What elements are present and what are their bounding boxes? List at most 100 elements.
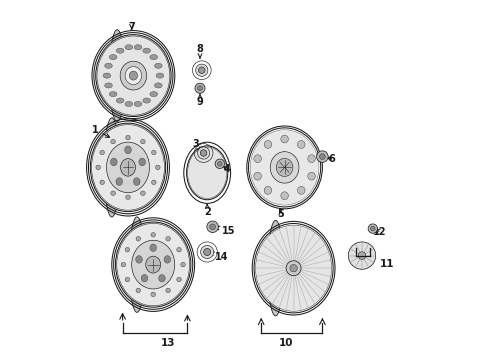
Ellipse shape <box>96 35 171 117</box>
Ellipse shape <box>197 147 210 159</box>
Ellipse shape <box>281 192 289 200</box>
Ellipse shape <box>103 73 111 78</box>
Text: 13: 13 <box>160 338 175 348</box>
Ellipse shape <box>319 154 325 159</box>
Ellipse shape <box>90 123 166 212</box>
Ellipse shape <box>100 180 104 185</box>
Ellipse shape <box>166 288 171 293</box>
Ellipse shape <box>126 135 130 140</box>
Ellipse shape <box>264 140 272 148</box>
Ellipse shape <box>116 178 122 185</box>
Ellipse shape <box>100 150 104 155</box>
Ellipse shape <box>104 118 120 217</box>
Ellipse shape <box>146 256 161 273</box>
Ellipse shape <box>121 159 135 176</box>
Ellipse shape <box>198 67 205 73</box>
Ellipse shape <box>154 63 162 68</box>
Ellipse shape <box>255 225 332 311</box>
Ellipse shape <box>150 244 156 252</box>
Ellipse shape <box>358 252 366 260</box>
Ellipse shape <box>196 64 208 76</box>
Ellipse shape <box>297 140 305 148</box>
Ellipse shape <box>109 91 117 97</box>
Ellipse shape <box>268 220 284 316</box>
Ellipse shape <box>151 150 156 155</box>
Ellipse shape <box>117 224 190 306</box>
Text: 9: 9 <box>196 94 203 107</box>
Ellipse shape <box>125 45 133 50</box>
Ellipse shape <box>116 222 191 307</box>
Ellipse shape <box>254 172 262 180</box>
Ellipse shape <box>156 73 164 78</box>
Ellipse shape <box>124 146 131 154</box>
Ellipse shape <box>129 71 138 80</box>
Text: 11: 11 <box>380 258 394 269</box>
Ellipse shape <box>143 48 150 53</box>
Ellipse shape <box>96 165 100 170</box>
Text: 12: 12 <box>373 227 387 237</box>
Ellipse shape <box>109 54 117 60</box>
Ellipse shape <box>281 135 289 143</box>
Text: 6: 6 <box>328 154 335 164</box>
Ellipse shape <box>215 159 224 168</box>
Ellipse shape <box>200 246 214 258</box>
Ellipse shape <box>297 186 305 194</box>
Text: 8: 8 <box>196 44 203 58</box>
Ellipse shape <box>111 158 117 166</box>
Ellipse shape <box>276 158 293 176</box>
Ellipse shape <box>164 256 171 263</box>
Ellipse shape <box>132 240 175 289</box>
Ellipse shape <box>134 102 142 107</box>
Ellipse shape <box>116 48 124 53</box>
Ellipse shape <box>204 248 211 256</box>
Ellipse shape <box>200 150 207 156</box>
Text: 5: 5 <box>278 209 284 219</box>
Ellipse shape <box>126 195 130 199</box>
Ellipse shape <box>111 139 115 144</box>
Ellipse shape <box>139 158 146 166</box>
Text: 4: 4 <box>223 164 230 174</box>
Ellipse shape <box>150 54 158 60</box>
Ellipse shape <box>111 191 115 195</box>
Ellipse shape <box>143 98 150 103</box>
Ellipse shape <box>125 247 130 252</box>
Ellipse shape <box>105 83 112 88</box>
Ellipse shape <box>120 61 147 90</box>
Ellipse shape <box>151 292 155 297</box>
Text: 10: 10 <box>279 338 294 348</box>
Ellipse shape <box>177 277 181 282</box>
Ellipse shape <box>348 242 376 269</box>
Ellipse shape <box>151 233 155 237</box>
Ellipse shape <box>177 247 181 252</box>
Ellipse shape <box>370 226 375 231</box>
Ellipse shape <box>218 161 222 166</box>
Ellipse shape <box>207 221 219 233</box>
Text: 3: 3 <box>192 139 201 152</box>
Ellipse shape <box>109 30 125 121</box>
Ellipse shape <box>308 172 316 180</box>
Ellipse shape <box>141 191 145 195</box>
Ellipse shape <box>106 142 149 193</box>
Ellipse shape <box>105 63 112 68</box>
Text: 14: 14 <box>210 252 228 262</box>
Ellipse shape <box>125 102 133 107</box>
Ellipse shape <box>121 262 125 267</box>
Ellipse shape <box>125 277 130 282</box>
Ellipse shape <box>150 91 158 97</box>
Text: 7: 7 <box>128 22 135 32</box>
Ellipse shape <box>270 152 299 183</box>
Ellipse shape <box>317 151 328 162</box>
Text: 2: 2 <box>204 204 211 217</box>
Ellipse shape <box>264 186 272 194</box>
Ellipse shape <box>195 83 205 93</box>
Ellipse shape <box>116 98 124 103</box>
Ellipse shape <box>181 262 185 267</box>
Ellipse shape <box>141 274 148 282</box>
Ellipse shape <box>134 45 142 50</box>
Ellipse shape <box>151 180 156 185</box>
Ellipse shape <box>155 165 160 170</box>
Ellipse shape <box>129 217 145 312</box>
Ellipse shape <box>308 155 316 163</box>
Ellipse shape <box>136 288 141 293</box>
Ellipse shape <box>159 274 165 282</box>
